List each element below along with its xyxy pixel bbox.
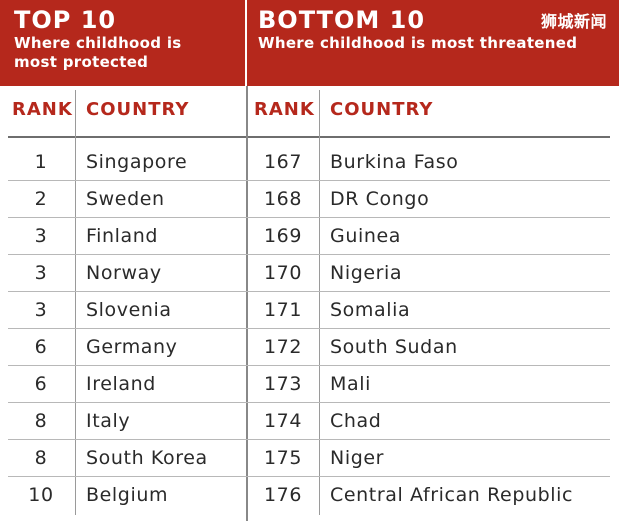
rank-right: 167	[263, 151, 303, 173]
row-separator	[8, 291, 610, 292]
rank-left: 2	[34, 188, 48, 210]
row-separator	[8, 328, 610, 329]
row-separator	[8, 180, 610, 181]
country-right: Chad	[330, 410, 382, 432]
row-separator	[8, 476, 610, 477]
country-right: Mali	[330, 373, 371, 395]
col-header-country-left: COUNTRY	[86, 99, 190, 120]
top10-subtitle-line2: most protected	[14, 53, 149, 71]
rank-left: 8	[34, 410, 48, 432]
table-row: 3 Finland 169 Guinea	[0, 218, 619, 255]
table-row: 3 Slovenia 171 Somalia	[0, 292, 619, 329]
table-row: 2 Sweden 168 DR Congo	[0, 181, 619, 218]
country-right: DR Congo	[330, 188, 430, 210]
country-right: Niger	[330, 447, 385, 469]
divider-right-rank	[319, 90, 320, 515]
table-row: 3 Norway 170 Nigeria	[0, 255, 619, 292]
header-divider	[245, 0, 247, 86]
rank-left: 3	[34, 262, 48, 284]
row-separator	[8, 402, 610, 403]
bottom10-title: BOTTOM 10	[258, 6, 426, 34]
country-right: Burkina Faso	[330, 151, 459, 173]
top10-title: TOP 10	[14, 6, 117, 34]
row-separator	[8, 439, 610, 440]
rank-left: 8	[34, 447, 48, 469]
rank-right: 171	[263, 299, 303, 321]
top10-heading: TOP 10 Where childhood is most protected	[14, 6, 182, 72]
row-separator	[8, 254, 610, 255]
col-header-rank-right: RANK	[254, 99, 315, 120]
divider-center	[246, 86, 248, 521]
rank-right: 175	[263, 447, 303, 469]
rank-left: 6	[34, 336, 48, 358]
table-row: 1 Singapore 167 Burkina Faso	[0, 144, 619, 181]
column-headers: RANK COUNTRY RANK COUNTRY	[0, 86, 619, 138]
rank-left: 10	[28, 484, 54, 506]
col-header-country-right: COUNTRY	[330, 99, 434, 120]
rank-right: 169	[263, 225, 303, 247]
watermark: 狮城新闻	[540, 12, 607, 31]
country-right: Central African Republic	[330, 484, 574, 506]
rank-right: 168	[263, 188, 303, 210]
country-right: Somalia	[330, 299, 411, 321]
rank-right: 176	[263, 484, 303, 506]
country-left: Norway	[86, 262, 162, 284]
rank-right: 173	[263, 373, 303, 395]
divider-left-rank	[75, 90, 76, 515]
bottom10-heading: BOTTOM 10 Where childhood is most threat…	[258, 6, 577, 53]
country-right: Nigeria	[330, 262, 403, 284]
country-left: Sweden	[86, 188, 165, 210]
table-body: 1 Singapore 167 Burkina Faso 2 Sweden 168 DR Co…	[0, 144, 619, 514]
country-left: Slovenia	[86, 299, 172, 321]
row-separator	[8, 217, 610, 218]
country-left: Italy	[86, 410, 131, 432]
row-separator	[8, 365, 610, 366]
top10-subtitle-line1: Where childhood is	[14, 34, 182, 52]
country-right: Guinea	[330, 225, 402, 247]
rank-left: 6	[34, 373, 48, 395]
rank-left: 3	[34, 225, 48, 247]
table-row: 8 Italy 174 Chad	[0, 403, 619, 440]
country-left: Singapore	[86, 151, 188, 173]
table-header-banner: TOP 10 Where childhood is most protected…	[0, 0, 619, 86]
country-left: Ireland	[86, 373, 156, 395]
rank-left: 1	[34, 151, 48, 173]
rank-right: 174	[263, 410, 303, 432]
bottom10-subtitle: Where childhood is most threatened	[258, 34, 578, 52]
country-left: Finland	[86, 225, 159, 247]
country-left: South Korea	[86, 447, 208, 469]
rank-left: 3	[34, 299, 48, 321]
table-row: 10 Belgium 176 Central African Republic	[0, 477, 619, 514]
table-row: 8 South Korea 175 Niger	[0, 440, 619, 477]
country-right: South Sudan	[330, 336, 458, 358]
col-header-rank-left: RANK	[12, 99, 73, 120]
table-row: 6 Germany 172 South Sudan	[0, 329, 619, 366]
country-left: Belgium	[86, 484, 169, 506]
header-rule	[8, 136, 610, 138]
rank-right: 172	[263, 336, 303, 358]
rank-right: 170	[263, 262, 303, 284]
country-left: Germany	[86, 336, 178, 358]
table-row: 6 Ireland 173 Mali	[0, 366, 619, 403]
